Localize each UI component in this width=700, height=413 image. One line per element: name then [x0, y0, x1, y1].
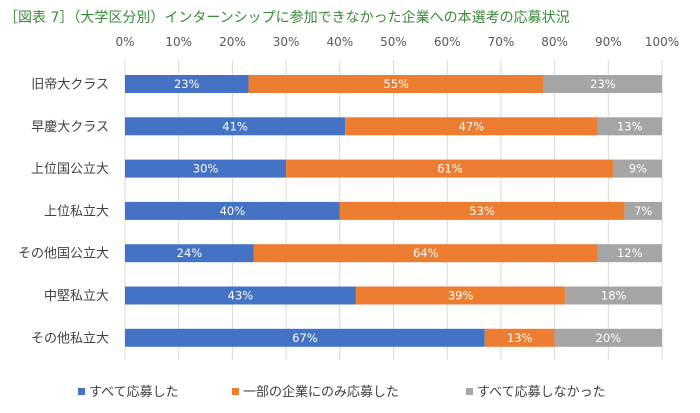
legend: すべて応募した 一部の企業にのみ応募した すべて応募しなかった: [78, 384, 606, 400]
bar-segment: [253, 244, 598, 263]
x-tick-label: 50%: [380, 35, 407, 49]
x-axis-ticks: 0% 10% 20% 30% 40% 50% 60% 70% 80% 90% 100%: [115, 35, 679, 49]
bar-segment: [248, 75, 544, 93]
x-tick-label: 30%: [273, 35, 300, 49]
category-label: 中堅私立大: [44, 289, 109, 304]
bar-segment: [125, 117, 346, 136]
x-tick-label: 10%: [165, 35, 192, 49]
data-label: 61%: [437, 162, 463, 176]
bar-segment: [125, 328, 485, 347]
legend-label: 一部の企業にのみ応募した: [243, 384, 399, 400]
x-tick-label: 70%: [488, 35, 515, 49]
x-tick-label: 0%: [115, 35, 134, 49]
data-label: 24%: [177, 246, 203, 260]
category-label: 上位私立大: [44, 204, 109, 219]
category-label: 旧帝大クラス: [31, 77, 109, 93]
data-label: 55%: [383, 77, 409, 91]
bar-segment: [125, 286, 356, 305]
category-label: 早慶大クラス: [31, 120, 109, 135]
data-labels: 23% 55% 23% 41% 47% 13% 30% 61% 9% 40% 53% 7% 24% 64%…: [174, 77, 652, 345]
data-label: 13%: [617, 119, 643, 133]
bar-segment: [554, 328, 662, 347]
bar-segment: [484, 328, 555, 347]
category-labels: 旧帝大クラス早慶大クラス上位国公立大上位私立大その他国公立大中堅私立大その他私立…: [18, 77, 109, 347]
bar-segment: [125, 159, 287, 178]
data-label: 13%: [507, 331, 533, 345]
x-tick-label: 100%: [645, 35, 679, 49]
category-label: 上位国公立大: [31, 162, 109, 177]
bar-segment: [345, 117, 598, 136]
data-label: 30%: [193, 162, 219, 176]
bar-segment: [286, 159, 614, 178]
bar-segment: [597, 244, 662, 263]
x-tick-label: 90%: [595, 35, 622, 49]
bar-segment: [565, 286, 662, 305]
legend-swatch: [466, 388, 473, 395]
legend-label: すべて応募しなかった: [477, 385, 606, 400]
bar-segment: [355, 286, 566, 305]
bar-segment: [543, 75, 662, 93]
category-label: その他私立大: [31, 331, 109, 346]
data-label: 39%: [448, 289, 474, 303]
chart-title: ［図表 7］（大学区分別）インターンシップに参加できなかった企業への本選考の応募…: [4, 9, 570, 26]
data-label: 9%: [629, 162, 647, 176]
data-label: 7%: [634, 204, 652, 218]
bars: [125, 75, 662, 347]
data-label: 40%: [220, 204, 246, 218]
bar-segment: [125, 75, 249, 93]
bar-segment: [339, 201, 625, 220]
data-label: 53%: [469, 204, 495, 218]
data-label: 12%: [617, 246, 643, 260]
data-label: 20%: [596, 331, 622, 345]
bar-segment: [613, 159, 662, 178]
x-tick-label: 40%: [326, 35, 353, 49]
data-label: 41%: [222, 119, 248, 133]
legend-swatch: [232, 388, 239, 395]
data-label: 23%: [590, 77, 616, 91]
bar-segment: [125, 244, 254, 263]
x-tick-label: 80%: [541, 35, 568, 49]
legend-label: すべて応募した: [89, 385, 179, 400]
category-label: その他国公立大: [18, 247, 109, 262]
bar-segment: [624, 201, 662, 220]
legend-swatch: [78, 388, 85, 395]
data-label: 47%: [459, 119, 485, 133]
data-label: 67%: [292, 331, 318, 345]
bar-segment: [125, 201, 340, 220]
x-tick-label: 60%: [434, 35, 461, 49]
bar-segment: [597, 117, 662, 136]
data-label: 18%: [601, 289, 627, 303]
data-label: 23%: [174, 77, 200, 91]
x-tick-label: 20%: [219, 35, 246, 49]
data-label: 43%: [228, 289, 254, 303]
data-label: 64%: [413, 246, 439, 260]
